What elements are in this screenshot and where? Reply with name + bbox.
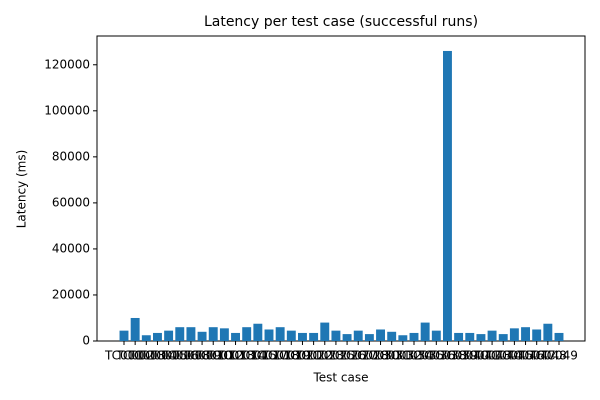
- bar: [342, 334, 352, 341]
- x-tick-label: TC022: [294, 349, 333, 363]
- x-tick-label: TC028: [349, 349, 388, 363]
- bar: [175, 327, 185, 341]
- y-tick-label: 80000: [52, 149, 90, 163]
- x-tick-label: TC018: [260, 349, 299, 363]
- bar: [532, 329, 542, 341]
- x-tick-label: TC027: [338, 349, 377, 363]
- bar: [153, 332, 162, 341]
- bar: [286, 330, 296, 341]
- bar: [521, 327, 530, 341]
- plot-frame: [96, 35, 586, 342]
- x-tick-label: TC023: [305, 349, 344, 363]
- bar: [498, 334, 508, 341]
- x-tick-label: TC013: [216, 349, 255, 363]
- x-tick-label: TC045: [494, 349, 533, 363]
- x-axis-label: Test case: [312, 371, 368, 385]
- bar: [364, 334, 374, 341]
- bar: [487, 330, 497, 341]
- x-tick-label: TC012: [204, 349, 243, 363]
- x-tick-label: TC046: [506, 349, 545, 363]
- bar: [197, 331, 207, 341]
- bar: [130, 317, 140, 341]
- bar: [141, 335, 151, 341]
- x-tick-label: TC015: [238, 349, 277, 363]
- bar: [253, 323, 263, 341]
- y-tick-label: 40000: [52, 241, 90, 255]
- bar: [476, 334, 486, 341]
- bar: [353, 330, 363, 341]
- bar: [242, 327, 252, 341]
- x-tick-label: TC021: [283, 349, 322, 363]
- x-tick-label: TC040: [450, 349, 489, 363]
- x-tick-label: TC026: [327, 349, 366, 363]
- bar: [398, 335, 408, 341]
- x-tick-label: TC010: [193, 349, 232, 363]
- y-tick-label: 120000: [44, 57, 90, 71]
- x-tick-label: TC049: [539, 349, 578, 363]
- x-tick-label: TC004: [138, 349, 177, 363]
- bar: [231, 332, 240, 341]
- x-tick-label: TC017: [249, 349, 288, 363]
- bar: [443, 50, 452, 341]
- x-tick-label: TC036: [416, 349, 455, 363]
- y-tick-label: 100000: [44, 103, 90, 117]
- bar: [454, 332, 464, 341]
- x-tick-label: TC030: [361, 349, 400, 363]
- x-tick-label: TC041: [461, 349, 500, 363]
- x-tick-label: TC025: [316, 349, 355, 363]
- x-tick-label: TC009: [182, 349, 221, 363]
- y-axis-label: Latency (ms): [15, 150, 29, 229]
- bar: [465, 332, 475, 341]
- x-tick-label: TC034: [394, 349, 433, 363]
- x-tick-label: TC008: [171, 349, 210, 363]
- bar: [420, 322, 430, 341]
- y-tick-label: 60000: [52, 195, 90, 209]
- x-tick-label: TC031: [372, 349, 411, 363]
- x-tick-label: TC001: [104, 349, 143, 363]
- x-tick-label: TC043: [472, 349, 511, 363]
- bar: [554, 332, 564, 341]
- x-tick-label: TC005: [149, 349, 188, 363]
- bar: [509, 328, 519, 341]
- bar: [275, 327, 285, 341]
- x-tick-label: TC047: [517, 349, 556, 363]
- y-tick-label: 20000: [52, 287, 90, 301]
- y-tick-label: 0: [82, 334, 90, 348]
- bar: [320, 322, 330, 341]
- bar: [298, 332, 307, 341]
- bar: [164, 330, 174, 341]
- bar: [376, 329, 385, 341]
- x-tick-label: TC039: [439, 349, 478, 363]
- x-tick-label: TC035: [405, 349, 444, 363]
- bar: [431, 330, 441, 341]
- bar: [543, 323, 553, 341]
- bar: [208, 327, 218, 341]
- chart-title: Latency per test case (successful runs): [204, 14, 478, 30]
- x-tick-label: TC048: [528, 349, 567, 363]
- bar: [309, 332, 319, 341]
- bar: [119, 330, 129, 341]
- x-tick-label: TC032: [383, 349, 422, 363]
- x-tick-label: TC044: [483, 349, 522, 363]
- bar: [331, 330, 341, 341]
- bar: [186, 327, 196, 341]
- bar: [387, 331, 397, 341]
- x-tick-label: TC014: [227, 349, 266, 363]
- x-tick-label: TC003: [126, 349, 165, 363]
- x-tick-label: TC002: [115, 349, 154, 363]
- x-tick-label: TC019: [271, 349, 310, 363]
- bar: [264, 329, 274, 341]
- x-tick-label: TC038: [428, 349, 467, 363]
- bar: [219, 328, 229, 341]
- x-tick-label: TC006: [160, 349, 199, 363]
- bar: [409, 332, 419, 341]
